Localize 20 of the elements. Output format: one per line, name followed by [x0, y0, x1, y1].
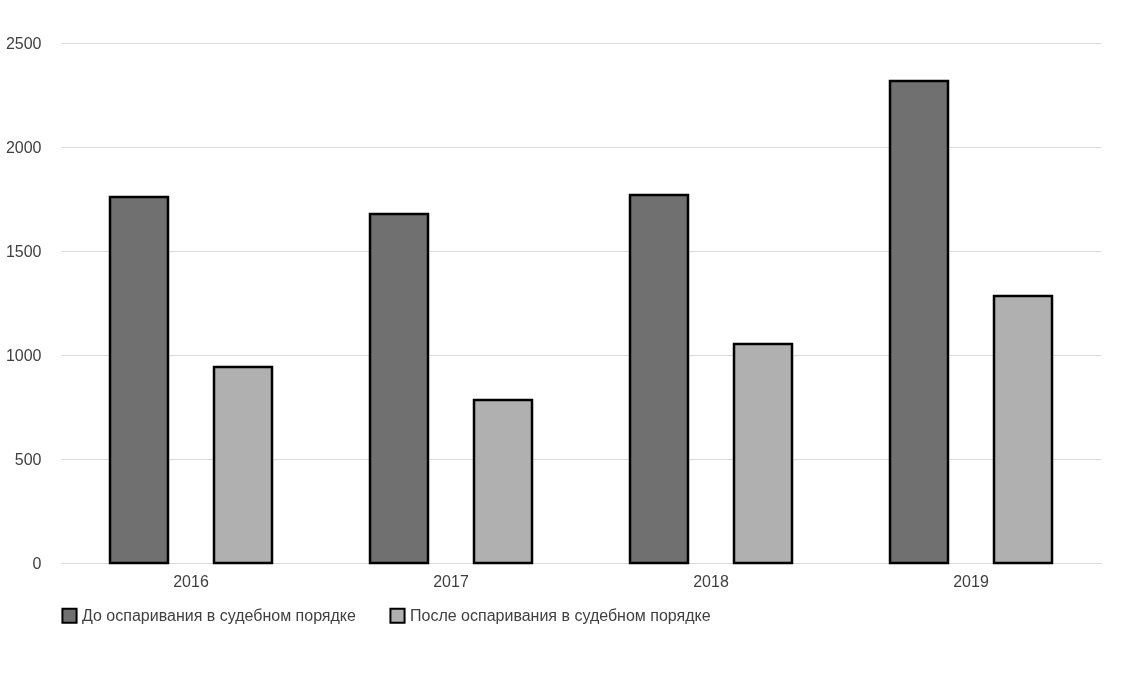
- x-tick-label: 2016: [173, 572, 209, 590]
- bar: [472, 398, 534, 565]
- bar: [888, 79, 950, 565]
- y-tick-label: 500: [14, 450, 42, 468]
- bar: [732, 342, 794, 565]
- bar: [628, 193, 690, 565]
- x-tick-label: 2017: [433, 572, 469, 590]
- y-tick-label: 1000: [5, 346, 42, 364]
- y-tick-label: 2500: [5, 34, 42, 52]
- y-tick-label: 1500: [5, 242, 42, 260]
- y-tick-label: 0: [32, 554, 42, 572]
- legend-label: После оспаривания в судебном порядке: [410, 606, 711, 624]
- y-tick-label: 2000: [5, 138, 42, 156]
- bar: [992, 294, 1054, 565]
- bar: [108, 195, 170, 565]
- x-tick-label: 2019: [953, 572, 989, 590]
- bar: [368, 212, 430, 565]
- x-tick-label: 2018: [693, 572, 729, 590]
- legend-label: До оспаривания в судебном порядке: [82, 606, 357, 624]
- bar: [212, 365, 274, 565]
